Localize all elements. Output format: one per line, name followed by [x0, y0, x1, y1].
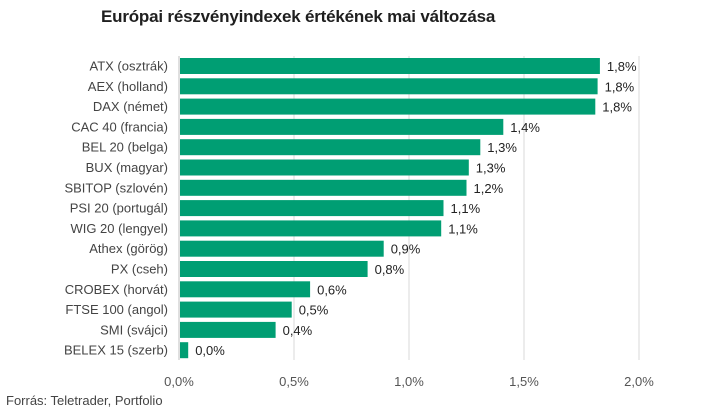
category-label: CAC 40 (francia) [71, 119, 168, 134]
category-label: ATX (osztrák) [90, 59, 169, 74]
source-note: Forrás: Teletrader, Portfolio [6, 393, 163, 408]
chart-title: Európai részvényindexek értékének mai vá… [101, 7, 496, 26]
value-label: 0,9% [391, 242, 421, 257]
category-label: AEX (holland) [88, 79, 168, 94]
category-label: PX (cseh) [111, 262, 168, 277]
value-label: 1,3% [487, 140, 517, 155]
value-label: 0,0% [195, 343, 225, 358]
bar [180, 118, 504, 135]
bar [180, 261, 368, 277]
bar [180, 281, 311, 298]
category-label: PSI 20 (portugál) [70, 201, 168, 216]
bar [180, 58, 600, 74]
bar [180, 98, 596, 115]
value-label: 1,8% [607, 59, 637, 74]
bar [180, 78, 598, 95]
x-tick-label: 0,5% [279, 374, 309, 389]
value-label: 1,8% [605, 79, 635, 94]
bar [180, 139, 481, 156]
category-label: BELEX 15 (szerb) [64, 343, 168, 358]
value-label: 0,5% [299, 303, 329, 318]
bar [180, 301, 292, 318]
value-label: 1,1% [448, 221, 478, 236]
x-tick-label: 2,0% [624, 374, 654, 389]
value-label: 0,6% [317, 282, 347, 297]
category-label: WIG 20 (lengyel) [70, 221, 168, 236]
bar [180, 321, 276, 338]
category-label: Athex (görög) [89, 241, 168, 256]
category-label: SBITOP (szlovén) [64, 180, 168, 195]
bar [180, 200, 444, 217]
category-label: BEL 20 (belga) [82, 140, 168, 155]
value-label: 1,8% [602, 100, 632, 115]
x-tick-label: 0,0% [164, 374, 194, 389]
category-label: FTSE 100 (angol) [65, 302, 168, 317]
bar [180, 240, 384, 257]
bar [180, 159, 469, 176]
x-tick-label: 1,5% [509, 374, 539, 389]
bar [180, 179, 467, 196]
category-label: BUX (magyar) [86, 160, 168, 175]
bars [180, 58, 600, 359]
value-label: 1,3% [476, 161, 506, 176]
bar [180, 342, 189, 359]
value-label: 1,1% [451, 201, 481, 216]
value-label: 1,2% [474, 181, 504, 196]
value-label: 1,4% [510, 120, 540, 135]
category-label: DAX (német) [93, 99, 168, 114]
category-label: SMI (svájci) [100, 322, 168, 337]
value-label: 0,8% [375, 262, 405, 277]
value-label: 0,4% [283, 323, 313, 338]
category-label: CROBEX (horvát) [65, 282, 168, 297]
bar [180, 220, 442, 237]
labels: 0,0% 0,5% 1,0% 1,5% 2,0% ATX (osztrák) 1,8% AEX… [64, 59, 654, 390]
x-tick-label: 1,0% [394, 374, 424, 389]
